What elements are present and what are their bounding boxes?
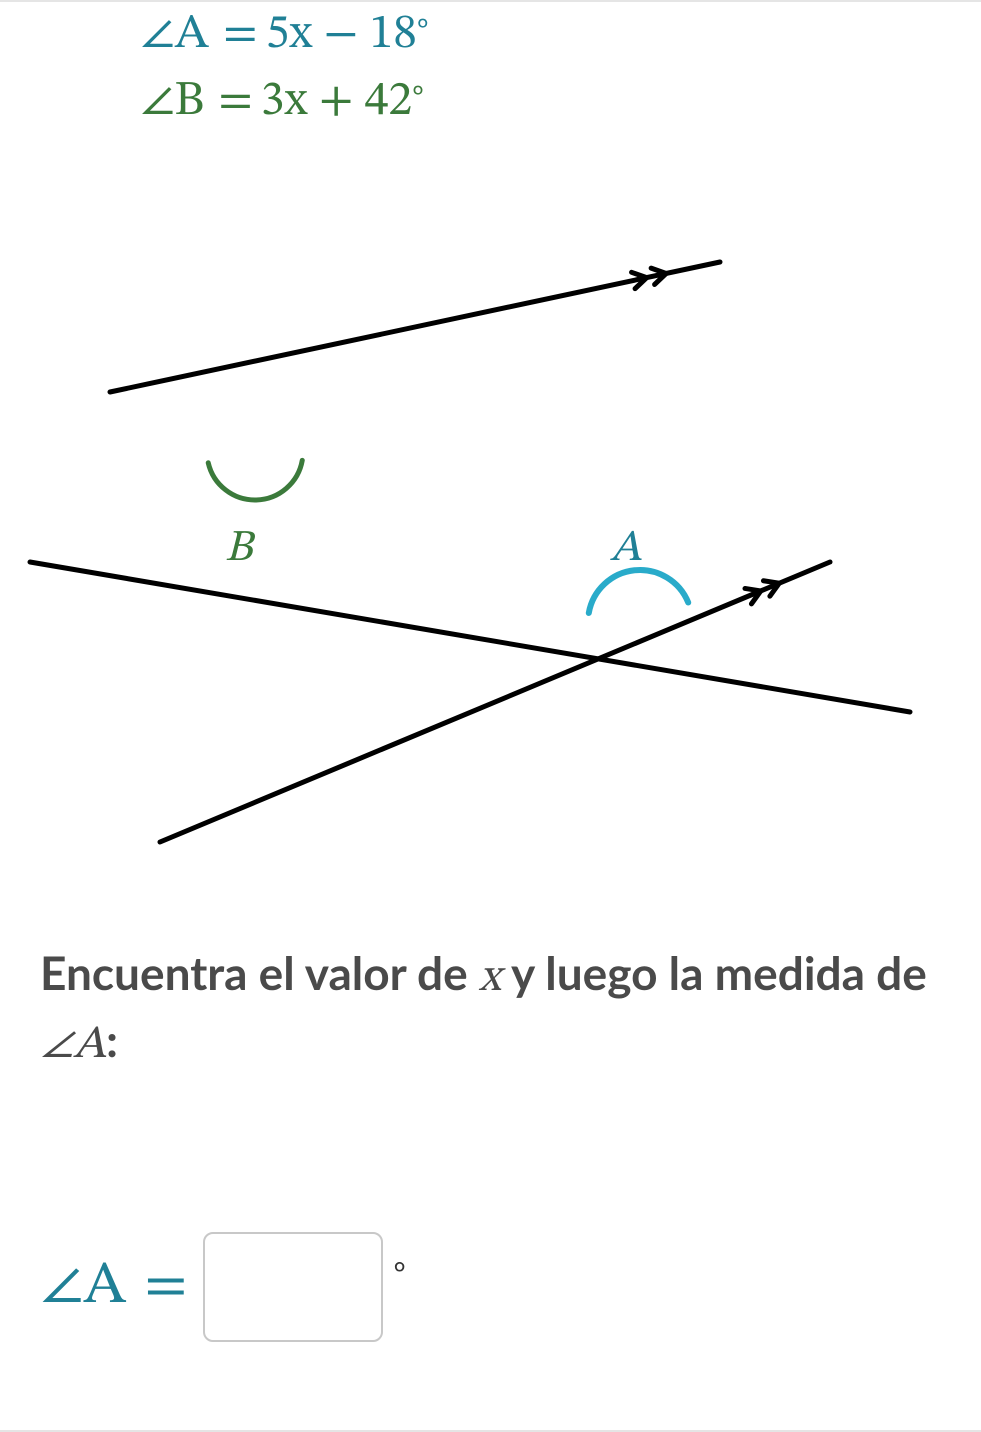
equation-angle-a: ∠A =5x − 18∘	[140, 2, 429, 69]
eq-b-equals: =	[218, 78, 253, 126]
eq-a-lhs: ∠A	[140, 11, 209, 59]
question-var-x: x	[479, 955, 501, 1001]
question-text: Encuentra el valor de x y luego la medid…	[40, 942, 941, 1076]
question-angle-a: ∠A	[40, 1022, 106, 1068]
equation-angle-b: ∠B =3x + 42∘	[140, 69, 429, 136]
angle-label-b: B	[225, 522, 252, 577]
eq-b-lhs: ∠B	[140, 78, 204, 126]
angle-label-a: A	[610, 522, 642, 577]
question-part2: y luego la medida de	[501, 945, 927, 1000]
eq-a-deg: ∘	[417, 11, 429, 37]
answer-row: ∠A = ∘	[40, 1232, 406, 1342]
answer-lhs: ∠A	[40, 1250, 126, 1325]
answer-input[interactable]	[203, 1232, 383, 1342]
diagram-svg	[0, 222, 981, 862]
eq-a-equals: =	[223, 11, 258, 59]
given-equations: ∠A=5x − 18∘ ∠B=3x + 42∘	[140, 2, 429, 136]
answer-degree-symbol: ∘	[393, 1250, 405, 1285]
parallel-lines-diagram: B A	[0, 222, 981, 862]
answer-equals: =	[144, 1250, 187, 1325]
question-colon: :	[106, 1012, 118, 1067]
question-part1: Encuentra el valor de	[40, 945, 479, 1000]
eq-b-deg: ∘	[412, 78, 424, 104]
page: ∠A=5x − 18∘ ∠B=3x + 42∘ B A Encuentra el…	[0, 0, 981, 1432]
eq-b-rhs: 3x + 42	[261, 78, 412, 126]
eq-a-rhs: 5x − 18	[266, 11, 417, 59]
